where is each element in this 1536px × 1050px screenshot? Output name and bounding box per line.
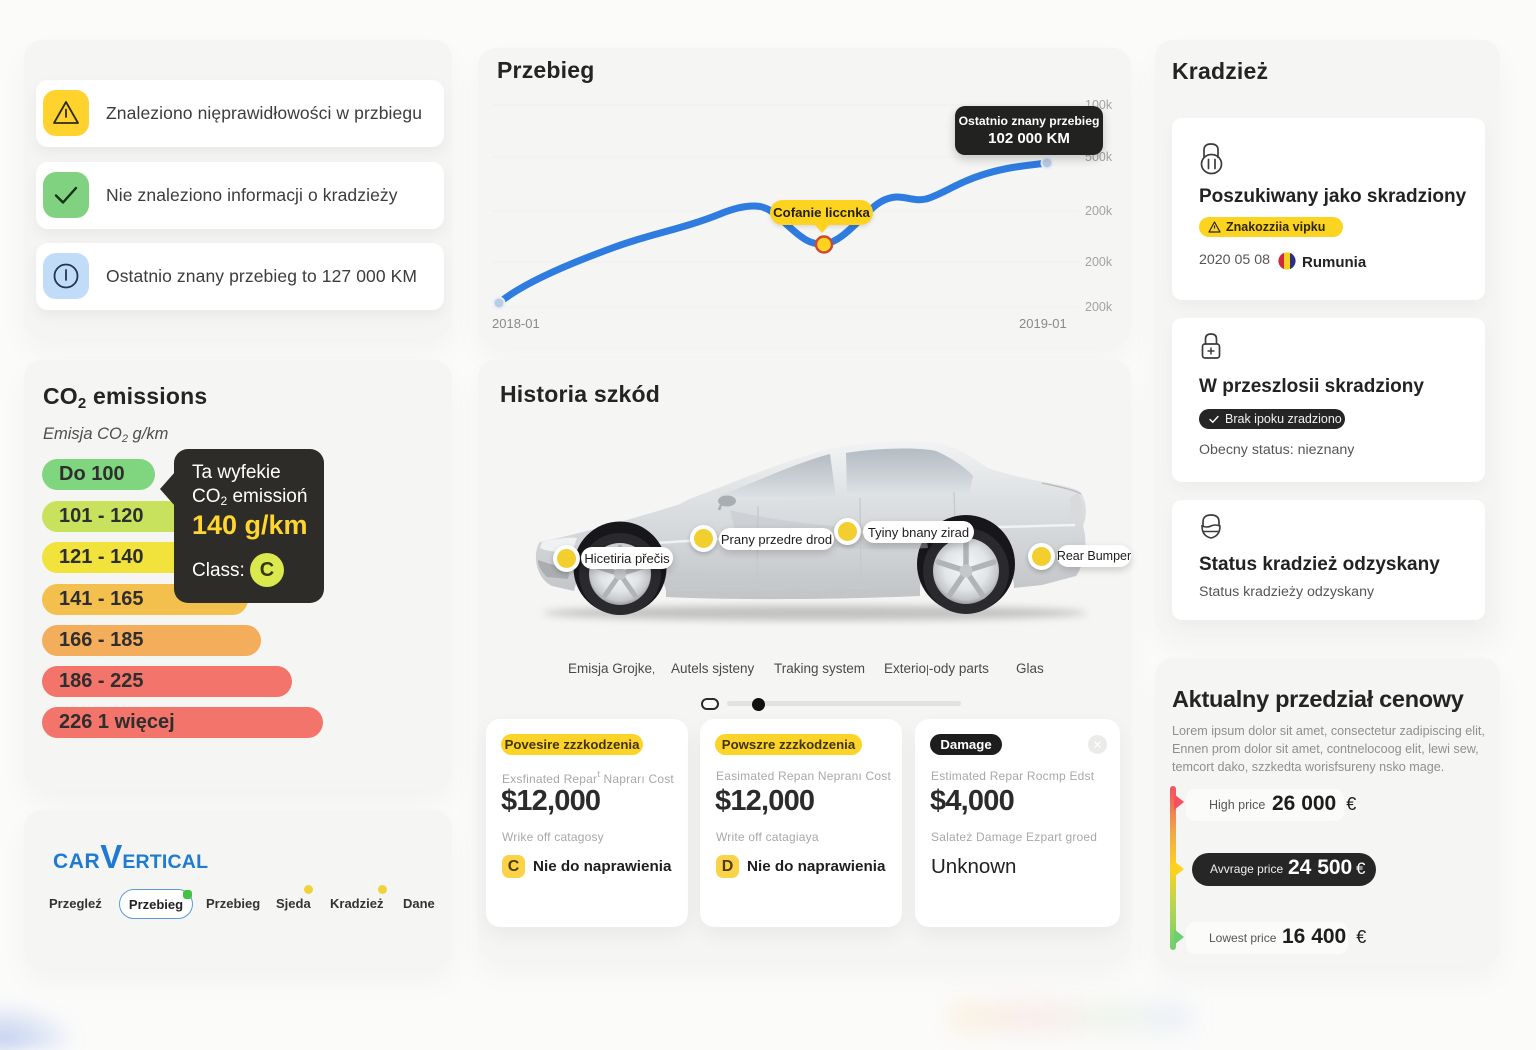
svg-text:2018-01: 2018-01 [492, 316, 540, 331]
svg-text:200k: 200k [1085, 300, 1113, 314]
svg-text:2019-01: 2019-01 [1019, 316, 1067, 331]
svg-text:200k: 200k [1085, 204, 1113, 218]
svg-text:200k: 200k [1085, 255, 1113, 269]
